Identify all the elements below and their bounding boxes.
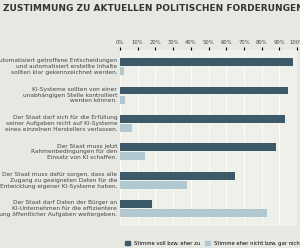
Bar [120,96,125,104]
Bar [120,172,235,180]
Bar [120,67,124,75]
Bar [120,181,187,189]
Bar [120,153,145,160]
Bar [120,87,288,94]
Bar [120,143,276,151]
Legend: Stimme voll bzw. eher zu, Stimme eher nicht bzw. gar nicht zu: Stimme voll bzw. eher zu, Stimme eher ni… [125,241,300,246]
Bar [120,209,267,217]
Bar [120,58,293,66]
Text: ZUSTIMMUNG ZU AKTUELLEN POLITISCHEN FORDERUNGEN: ZUSTIMMUNG ZU AKTUELLEN POLITISCHEN FORD… [3,4,300,13]
Bar [120,124,132,132]
Bar [120,115,285,123]
Bar [120,200,152,208]
